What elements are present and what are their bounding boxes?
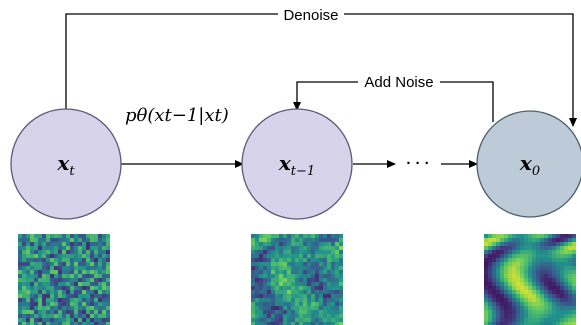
partial-noise-thumbnail xyxy=(251,234,343,325)
denoise-label: Denoise xyxy=(283,7,338,24)
node-x-0-subscript: 0 xyxy=(532,164,540,179)
node-x-t-symbol: x xyxy=(56,151,70,175)
node-x-t: xt xyxy=(10,108,122,220)
node-x-0-symbol: x xyxy=(519,151,533,175)
node-x-0: x0 xyxy=(476,110,581,218)
add-noise-label: Add Noise xyxy=(364,74,433,91)
node-x-t-minus-1-symbol: x xyxy=(278,151,292,175)
svg-text:x0: x0 xyxy=(519,151,540,179)
ellipsis: · · · xyxy=(406,155,429,172)
clean-sample-thumbnail xyxy=(484,234,576,325)
svg-text:xt: xt xyxy=(56,151,75,179)
node-x-t-minus-1: xt−1 xyxy=(241,108,353,220)
transition-label: pθ(xt−1|xt) xyxy=(125,105,229,126)
node-x-t-subscript: t xyxy=(69,164,75,179)
node-x-t-minus-1-subscript: t−1 xyxy=(291,164,315,179)
pure-noise-thumbnail xyxy=(18,234,110,325)
svg-text:xt−1: xt−1 xyxy=(278,151,315,179)
